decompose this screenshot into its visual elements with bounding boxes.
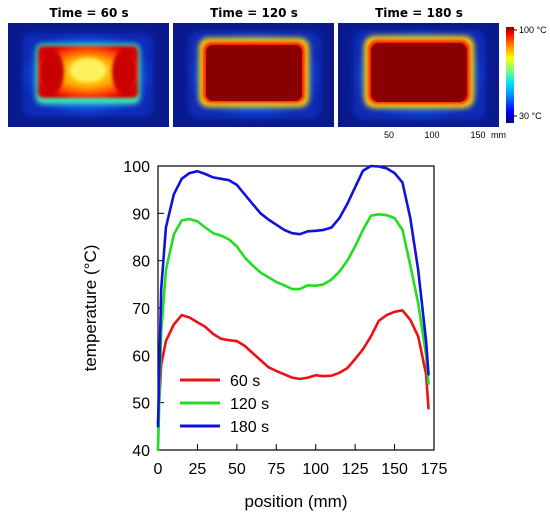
- legend-label-60-s: 60 s: [230, 373, 260, 390]
- scale-label-50: 50: [384, 130, 394, 140]
- thermal-image-60s: [8, 23, 169, 127]
- scale-label-150: 150: [470, 130, 485, 140]
- plot-frame: [157, 165, 435, 451]
- scale-unit: mm: [491, 130, 506, 140]
- colorbar-max-label: 100 °C: [519, 25, 547, 35]
- legend-label-120-s: 120 s: [230, 396, 269, 413]
- y-tick-label: 80: [132, 254, 150, 271]
- y-tick-label: 90: [132, 206, 150, 223]
- y-tick-label: 60: [132, 348, 150, 365]
- scale-label-100: 100: [424, 130, 439, 140]
- series-line-120-s: [156, 213, 430, 452]
- colorbar-min-label: 30 °C: [519, 111, 542, 121]
- panel-3-title: Time = 180 s: [375, 6, 463, 20]
- panel-2-title: Time = 120 s: [210, 6, 298, 20]
- series-line-60-s: [156, 309, 430, 426]
- x-tick-label: 150: [381, 461, 408, 478]
- panel-1-title: Time = 60 s: [49, 6, 128, 20]
- thermal-image-120s: [173, 23, 334, 127]
- legend: 60 s 120 s 180 s: [180, 373, 269, 436]
- y-tick-label: 100: [123, 159, 150, 176]
- y-axis: 40 50 60 70 80 90 100: [123, 159, 164, 460]
- thermal-image-180s: [338, 23, 499, 127]
- x-tick-label: 175: [421, 461, 448, 478]
- x-tick-label: 25: [189, 461, 207, 478]
- image-scale: 50 100 150 mm: [384, 130, 506, 140]
- y-tick-label: 70: [132, 301, 150, 318]
- x-tick-label: 125: [342, 461, 369, 478]
- y-tick-label: 40: [132, 443, 150, 460]
- temperature-chart: 0 25 50 75 100 125 150 175 40 50 60 70 80 90 100 posi…: [81, 159, 447, 511]
- y-axis-title: temperature (°C): [81, 245, 100, 372]
- x-axis-title: position (mm): [245, 492, 348, 511]
- legend-label-180-s: 180 s: [230, 419, 269, 436]
- x-axis: 0 25 50 75 100 125 150 175: [154, 444, 448, 478]
- x-tick-label: 50: [228, 461, 246, 478]
- colorbar: 100 °C 30 °C: [506, 25, 547, 123]
- x-tick-label: 100: [302, 461, 329, 478]
- x-tick-label: 0: [154, 461, 163, 478]
- x-tick-label: 75: [267, 461, 285, 478]
- y-tick-label: 50: [132, 396, 150, 413]
- series-layer: [156, 164, 430, 452]
- series-line-180-s: [156, 164, 430, 428]
